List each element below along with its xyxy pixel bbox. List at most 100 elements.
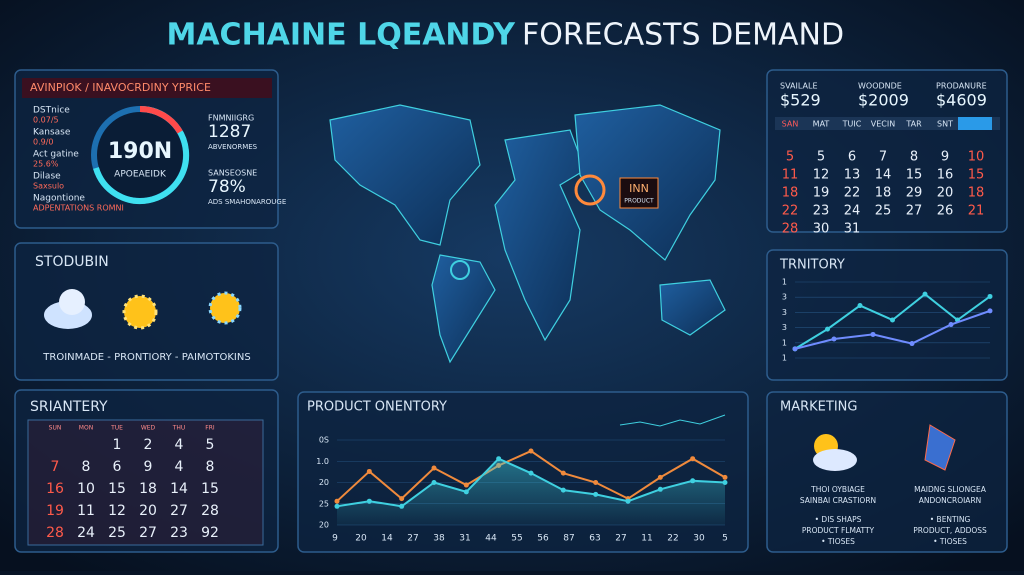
stat-sub: ABVENORMES <box>208 143 258 151</box>
x-label: 9 <box>332 534 338 544</box>
calendar-day: 18 <box>139 481 157 497</box>
calendar-day: 18 <box>875 186 892 201</box>
product-title: PRODUCT ONENTORY <box>307 400 447 415</box>
calendar-day: 28 <box>201 503 219 519</box>
calendar-day: 25 <box>108 525 126 541</box>
series-point <box>560 470 566 476</box>
weekday: VECIN <box>871 120 895 129</box>
calendar-day: 4 <box>175 459 184 475</box>
y-label: 1 <box>782 354 787 363</box>
y-label: 20 <box>319 478 329 487</box>
calendar-day: 6 <box>848 150 856 165</box>
calendar-day: 22 <box>844 186 861 201</box>
series-point <box>334 503 340 509</box>
calendar-day: 2 <box>144 437 153 453</box>
y-label: 3 <box>782 323 787 332</box>
marketing-text: ANDONCROIARN <box>919 496 982 505</box>
series-point <box>463 489 469 495</box>
calendar-day: 28 <box>46 525 64 541</box>
weekday: SUN <box>49 425 62 432</box>
trnitory-title: TRNITORY <box>779 258 845 273</box>
series-point <box>366 498 372 504</box>
x-label: 63 <box>589 534 600 544</box>
calendar-day: 20 <box>139 503 157 519</box>
series-point <box>909 341 915 347</box>
bird-icon <box>924 424 956 471</box>
marketing-title: MARKETING <box>780 400 857 415</box>
x-label: 22 <box>667 534 678 544</box>
y-label: 1 <box>782 278 787 287</box>
calendar-day: 15 <box>108 481 126 497</box>
marketing-text: • TIOSES <box>821 537 855 546</box>
sun-icon <box>122 294 158 330</box>
australia <box>659 279 726 336</box>
weekday: MON <box>79 425 93 432</box>
weekday: FRI <box>205 425 215 432</box>
calendar-day: 14 <box>875 168 892 183</box>
price-label: WOODNDE <box>858 82 902 91</box>
overview-item-label: Dilase <box>33 172 61 182</box>
x-label: 11 <box>641 534 652 544</box>
calendar-day: 4 <box>175 437 184 453</box>
series-point <box>690 456 696 462</box>
series-point <box>870 331 876 337</box>
series-point <box>922 291 928 297</box>
calendar-day: 19 <box>46 503 64 519</box>
series-line <box>794 309 991 350</box>
overview-item-label: DSTnice <box>33 106 70 116</box>
calendar-day: 7 <box>51 459 60 475</box>
calendar-day: 25 <box>875 204 892 219</box>
calendar-day: 6 <box>113 459 122 475</box>
calendar-day: 27 <box>906 204 923 219</box>
calendar-day: 15 <box>968 168 985 183</box>
title-part1: MACHAINE LQEANDY <box>166 18 516 53</box>
weekday: SAN <box>782 120 799 129</box>
series-point <box>657 474 663 480</box>
series-point <box>431 480 437 485</box>
series-point <box>792 346 798 352</box>
calendar-day: 10 <box>77 481 95 497</box>
map-badge-text: INN <box>629 182 649 195</box>
calendar-tab <box>958 117 992 130</box>
sun-icon <box>208 291 242 325</box>
calendar-day: 19 <box>813 186 830 201</box>
calendar-day: 11 <box>782 168 799 183</box>
calendar-day: 14 <box>170 481 188 497</box>
y-label: 3 <box>782 293 787 302</box>
calendar-day: 27 <box>170 503 188 519</box>
stat-value: 1287 <box>208 122 251 142</box>
series-point <box>431 465 437 471</box>
overview-header-bar <box>22 78 272 98</box>
calendar-day: 26 <box>937 204 954 219</box>
map-hotspot <box>574 174 606 206</box>
series-point <box>690 478 696 484</box>
marketing-text: MAIDNG SLIONGEA <box>914 485 987 494</box>
series-point <box>593 491 599 497</box>
series-point <box>528 470 534 476</box>
calendar-day: 29 <box>906 186 923 201</box>
overview-item-value: 0.07/5 <box>33 116 59 125</box>
calendar-day: 13 <box>844 168 861 183</box>
map-badge <box>619 177 659 209</box>
calendar-day: 8 <box>82 459 91 475</box>
calendar-day: 24 <box>77 525 95 541</box>
weekday: TUE <box>110 425 123 432</box>
x-label: 27 <box>407 534 418 544</box>
cloud-icon <box>44 289 92 329</box>
calendar-day: 9 <box>144 459 153 475</box>
calendar-day: 7 <box>879 150 887 165</box>
calendar-day: 21 <box>968 204 985 219</box>
overview-item-value: 25.6% <box>33 160 59 169</box>
price-value: $529 <box>780 91 821 110</box>
x-label: 14 <box>381 534 393 544</box>
y-label: 20 <box>319 521 329 530</box>
series-point <box>722 474 728 480</box>
calendar-day: 20 <box>937 186 954 201</box>
series-point <box>890 317 895 323</box>
x-label: 5 <box>722 534 728 544</box>
series-point <box>831 336 837 342</box>
overview-item-label: Nagontione <box>33 194 85 204</box>
marketing-text: • DIS SHAPS <box>815 515 862 524</box>
calendar-day: 18 <box>782 186 799 201</box>
weekday: TAR <box>905 120 922 129</box>
